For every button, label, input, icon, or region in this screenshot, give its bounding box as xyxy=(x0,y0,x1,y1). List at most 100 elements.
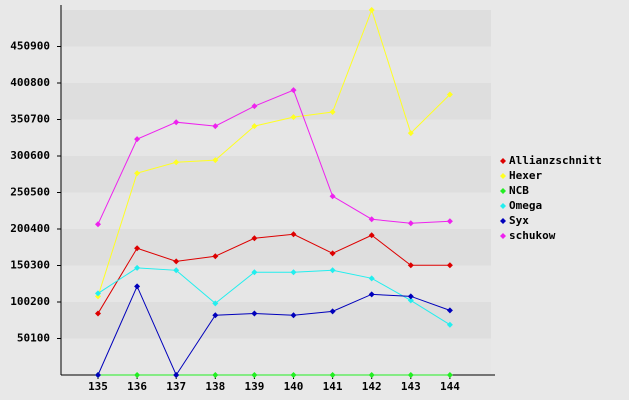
point xyxy=(290,269,297,276)
point xyxy=(407,297,414,304)
x-tick-label: 140 xyxy=(284,380,304,393)
x-tick-label: 136 xyxy=(127,380,147,393)
point xyxy=(446,91,453,98)
point xyxy=(134,245,141,252)
x-tick-label: 135 xyxy=(88,380,108,393)
legend-label: Allianzschnitt xyxy=(509,154,602,167)
x-tick-label: 137 xyxy=(166,380,186,393)
legend-marker xyxy=(500,218,506,224)
plot-band xyxy=(61,119,491,156)
point xyxy=(212,123,219,130)
plot-band xyxy=(61,83,491,120)
point xyxy=(212,312,219,319)
point xyxy=(407,130,414,137)
series-line xyxy=(97,89,450,225)
point xyxy=(134,283,141,290)
point xyxy=(212,372,219,378)
point xyxy=(329,267,336,274)
point xyxy=(407,372,414,378)
plot-band xyxy=(61,46,491,83)
point xyxy=(407,293,414,300)
legend-marker xyxy=(500,158,506,164)
y-tick-label: 150300 xyxy=(10,259,50,272)
point xyxy=(290,231,297,238)
point xyxy=(329,372,336,378)
point xyxy=(407,262,414,269)
series-line xyxy=(97,267,451,326)
point xyxy=(95,221,101,228)
point xyxy=(446,321,453,328)
y-tick-label: 300600 xyxy=(10,149,50,162)
point xyxy=(290,114,297,121)
point xyxy=(251,103,258,110)
plot-band xyxy=(61,10,491,47)
series-line xyxy=(97,233,450,314)
point xyxy=(134,372,141,378)
legend-marker xyxy=(500,203,506,209)
point xyxy=(329,108,336,115)
point xyxy=(173,372,180,378)
plot-band xyxy=(61,338,491,375)
x-tick-label: 138 xyxy=(205,380,225,393)
point xyxy=(212,253,219,260)
series-line xyxy=(97,285,451,377)
point xyxy=(329,193,336,200)
y-tick-label: 400800 xyxy=(10,76,50,89)
point xyxy=(95,290,101,297)
x-tick-label: 142 xyxy=(362,380,382,393)
plot-band xyxy=(61,302,491,339)
plot-band xyxy=(61,265,491,302)
x-tick-label: 143 xyxy=(401,380,421,393)
point xyxy=(173,258,180,265)
legend-label: NCB xyxy=(509,184,529,197)
point xyxy=(251,372,258,378)
legend-label: Syx xyxy=(509,214,529,227)
point xyxy=(290,372,297,378)
point xyxy=(329,250,336,257)
point xyxy=(290,312,297,319)
y-tick-label: 250500 xyxy=(10,186,50,199)
x-tick-label: 141 xyxy=(323,380,343,393)
point xyxy=(95,310,101,317)
point xyxy=(368,232,375,239)
x-tick-label: 139 xyxy=(244,380,264,393)
x-tick-label: 144 xyxy=(440,380,460,393)
legend-marker xyxy=(500,173,506,179)
point xyxy=(368,216,375,223)
point xyxy=(173,159,180,166)
point xyxy=(251,269,258,276)
point xyxy=(134,264,141,271)
point xyxy=(368,372,375,378)
point xyxy=(446,218,453,225)
point xyxy=(407,220,414,227)
legend-label: Hexer xyxy=(509,169,542,182)
point xyxy=(251,123,258,130)
point xyxy=(251,235,258,242)
point xyxy=(212,157,219,164)
plot-band xyxy=(61,229,491,266)
point xyxy=(173,119,180,126)
y-tick-label: 50100 xyxy=(17,332,50,345)
y-tick-label: 350700 xyxy=(10,113,50,126)
legend-marker xyxy=(500,233,506,239)
series-line xyxy=(97,8,451,297)
point xyxy=(368,7,375,13)
legend-label: Omega xyxy=(509,199,542,212)
point xyxy=(95,372,101,378)
legend-label: schukow xyxy=(509,229,556,242)
point xyxy=(368,275,375,282)
y-tick-label: 100200 xyxy=(10,295,50,308)
point xyxy=(446,372,453,378)
plot-band xyxy=(61,156,491,193)
legend-marker xyxy=(500,188,506,194)
point xyxy=(368,291,375,298)
point xyxy=(212,300,219,307)
point xyxy=(134,136,141,143)
point xyxy=(329,308,336,315)
y-tick-label: 200400 xyxy=(10,222,50,235)
point xyxy=(446,262,453,269)
y-tick-label: 450900 xyxy=(10,40,50,53)
point xyxy=(173,267,180,274)
point xyxy=(251,310,258,317)
